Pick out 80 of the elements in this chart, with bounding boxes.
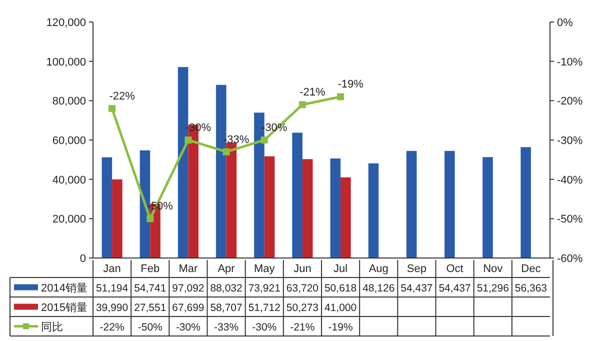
data-label: 50,618 [324,282,357,294]
x-tick-label: Oct [446,263,464,275]
y-tick-label: 20,000 [52,214,86,226]
y2-tick-label: -40% [557,174,583,186]
point [298,101,306,108]
y2-tick-label: -10% [557,56,583,68]
bar [264,156,275,258]
data-label: 48,126 [362,282,395,294]
bar [444,150,455,258]
x-tick-label: Jul [334,263,348,275]
y-tick-label: 40,000 [52,174,86,186]
data-label: 51,712 [248,302,281,314]
bar [102,157,112,258]
data-label: 63,720 [286,282,319,294]
x-tick-label: Aug [368,263,388,275]
y2-tick-label: -60% [557,253,583,265]
data-label: 54,437 [438,282,472,294]
text: -50% [147,200,173,213]
data-label: 27,551 [134,302,166,314]
point [337,93,344,100]
bar [406,150,417,258]
y-tick-label: 120,000 [46,17,86,29]
bar [340,177,351,258]
x-tick-label: Apr [218,263,236,275]
bar [368,163,379,258]
data-label: 54,437 [400,282,433,294]
y-tick-label: 80,000 [52,96,86,108]
bar [112,179,122,258]
data-label: -21% [290,322,315,334]
data-label: 58,707 [210,302,243,314]
bar [292,132,302,258]
data-label: -22% [100,322,124,334]
x-tick-label: Mar [178,263,198,275]
data-label: 50,273 [286,302,319,314]
x-tick-label: May [254,263,276,275]
point [146,215,154,222]
bar [520,147,531,258]
y2-tick-label: -30% [557,135,583,147]
point [184,136,192,144]
data-label: 67,699 [172,302,204,314]
y2-tick-label: 0% [557,17,574,29]
data-label: 54,741 [134,282,166,294]
y-tick-label: 60,000 [52,135,86,147]
x-tick-label: Nov [483,263,504,275]
x-tick-label: Dec [521,263,542,275]
bar [330,158,341,258]
text: -21% [300,86,326,99]
data-label: -30% [176,322,200,334]
legend-label: 2015销量 [41,302,88,314]
data-label: 88,032 [210,282,243,294]
legend-label: 2014销量 [41,282,88,294]
data-label: 97,092 [172,282,204,294]
text: -19% [338,78,364,91]
bar [226,142,237,258]
text: -22% [109,90,135,103]
bar [302,159,313,258]
y-tick-label: 100,000 [46,56,86,68]
point [222,148,230,156]
legend-label: 同比 [41,320,63,334]
data-label: 51,194 [96,282,128,294]
data-label: -30% [252,322,277,334]
y-tick-label: 0 [80,253,86,265]
point [260,136,268,144]
data-label: -33% [214,322,239,334]
data-label: 56,363 [514,282,548,294]
x-tick-label: Jun [294,263,312,275]
bar [482,157,493,258]
data-label: 73,921 [248,282,281,294]
x-tick-label: Jan [103,263,121,275]
data-label: 51,296 [476,282,510,294]
x-tick-label: Feb [140,263,160,275]
data-label: 39,990 [96,302,128,314]
data-label: -50% [138,322,162,334]
y2-tick-label: -20% [557,96,583,108]
text: -30% [185,122,212,134]
y2-tick-label: -50% [557,214,583,226]
point [108,105,116,112]
x-tick-label: Sep [406,263,426,275]
data-label: -19% [328,322,353,334]
data-label: 41,000 [324,302,357,314]
